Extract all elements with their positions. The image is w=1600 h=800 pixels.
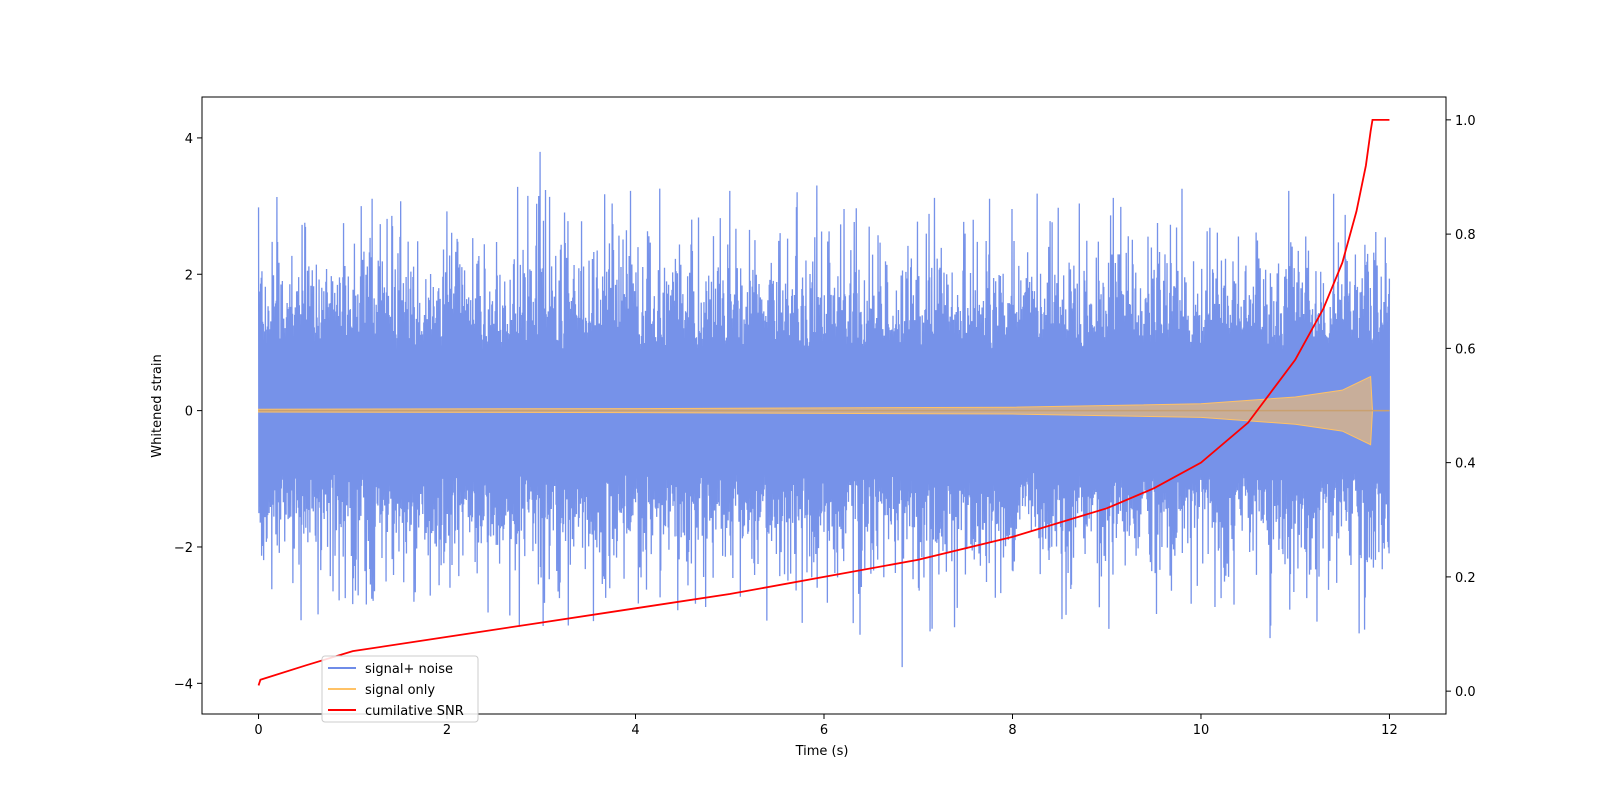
y-left-tick-label: 2 [185,268,193,283]
x-tick-label: 12 [1381,723,1398,738]
x-tick-label: 2 [443,723,451,738]
y-right-tick-label: 1.0 [1455,114,1476,129]
x-tick-label: 10 [1193,723,1210,738]
y-left-tick-label: −2 [174,541,193,556]
x-axis-ticks: 0 2 4 6 8 10 12 [254,714,1398,738]
series-cumulative-snr-line [257,118,1390,686]
y-axis-left-label: Whitened strain [150,354,165,457]
x-axis-label: Time (s) [795,744,849,759]
series-signal-noise-line [257,151,1391,668]
y-right-tick-label: 0.6 [1455,342,1476,357]
legend-frame [321,655,479,723]
y-right-tick-label: 0.0 [1455,685,1476,700]
legend-label-signal-only: signal only [365,683,435,698]
legend-label-cumulative-snr: cumilative SNR [365,704,464,719]
y-right-tick-label: 0.4 [1455,457,1476,472]
y-right-tick-label: 0.2 [1455,571,1476,586]
legend-label-signal-noise: signal+ noise [365,662,453,677]
legend: signal+ noise signal only cumilative SNR [321,655,479,723]
y-right-tick-label: 0.8 [1455,228,1476,243]
x-tick-label: 8 [1008,723,1016,738]
y-left-tick-label: 4 [185,132,193,147]
x-tick-label: 4 [631,723,639,738]
y-axis-right-ticks: 0.0 0.2 0.4 0.6 0.8 1.0 [1446,114,1476,700]
y-left-tick-label: −4 [174,677,193,692]
y-left-tick-label: 0 [185,405,193,420]
plot-series [257,118,1391,686]
x-tick-label: 0 [254,723,262,738]
x-tick-label: 6 [820,723,828,738]
y-axis-left-ticks: −4 −2 0 2 4 [174,132,202,692]
